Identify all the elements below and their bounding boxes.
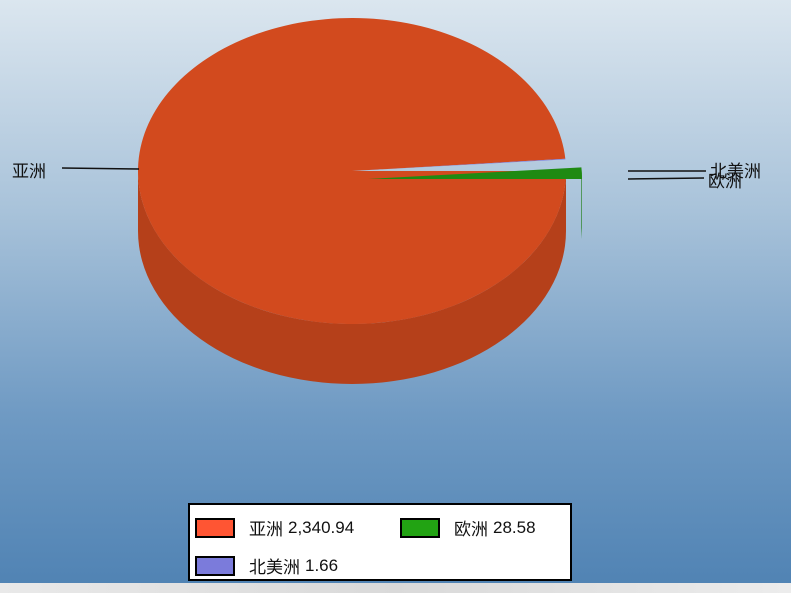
slice-north-america (352, 158, 566, 171)
pie-label-europe: 欧洲 (708, 172, 742, 192)
legend-label-asia: 亚洲 (249, 520, 283, 540)
pie-label-north-america: 北美洲 (710, 162, 761, 182)
slice-asia (137, 17, 566, 324)
legend-item-north-america: 北美洲 1.66 (195, 553, 338, 578)
leader-line-asia (61, 167, 140, 170)
slice-asia-side (138, 171, 566, 384)
slice-europe (368, 167, 582, 179)
footer-strip (0, 583, 791, 593)
leader-line-europe (627, 177, 705, 180)
legend-value-europe: 28.58 (493, 517, 536, 537)
legend-value-asia: 2,340.94 (288, 517, 355, 537)
legend-label-north-america: 北美洲 (249, 558, 300, 578)
legend-item-europe: 欧洲 28.58 (400, 515, 536, 540)
legend-swatch-north-america (195, 555, 235, 576)
legend-value-north-america: 1.66 (305, 555, 339, 575)
legend-item-asia: 亚洲 2,340.94 (195, 515, 354, 540)
legend: 亚洲 2,340.94 欧洲 28.58 北美洲 1.66 (188, 503, 572, 581)
legend-swatch-asia (195, 517, 235, 538)
slice-europe-side (581, 167, 582, 239)
pie-label-asia: 亚洲 (12, 162, 46, 182)
legend-swatch-europe (400, 517, 440, 538)
legend-label-europe: 欧洲 (454, 520, 488, 540)
